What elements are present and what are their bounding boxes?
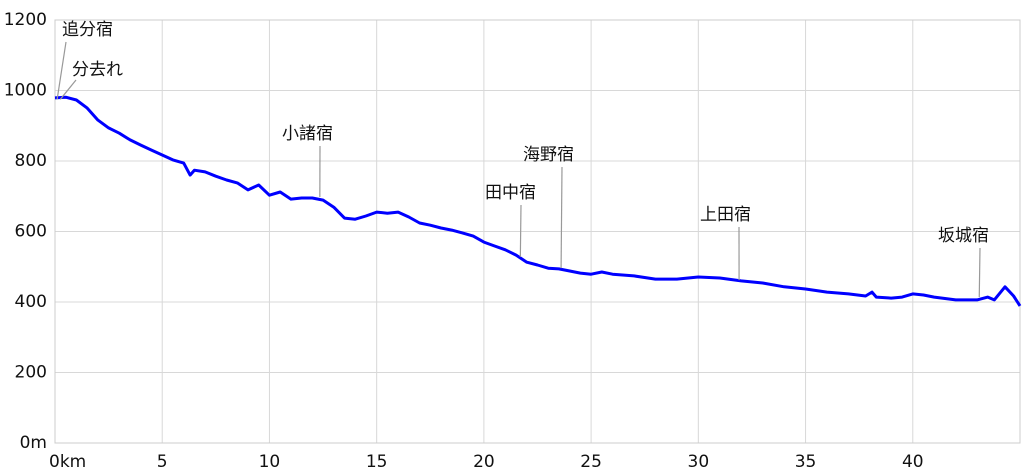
annotation-label: 坂城宿 [938, 226, 989, 246]
annotation-label: 分去れ [72, 60, 123, 80]
elevation-line [54, 95, 1022, 307]
annotation-leader [519, 204, 522, 257]
annotation-leader [59, 79, 77, 100]
y-tick-label: 1200 [4, 10, 47, 30]
annotation-label: 追分宿 [62, 20, 113, 40]
annotation-label: 海野宿 [523, 145, 574, 165]
annotation-label: 田中宿 [485, 183, 536, 203]
x-tick-label: 0km [49, 452, 86, 472]
x-tick-label: 35 [795, 452, 817, 472]
annotation-leader [56, 41, 67, 100]
y-tick-label: 1000 [4, 81, 47, 101]
x-tick-label: 10 [259, 452, 281, 472]
y-tick-label: 0m [20, 433, 47, 453]
x-tick-label: 15 [366, 452, 388, 472]
annotation-label: 上田宿 [700, 205, 751, 225]
y-tick-label: 800 [15, 151, 47, 171]
annotation-label: 小諸宿 [282, 124, 333, 144]
x-tick-label: 25 [580, 452, 602, 472]
x-tick-label: 20 [473, 452, 495, 472]
y-tick-label: 600 [15, 222, 47, 242]
plot-frame [54, 19, 1021, 444]
x-tick-label: 40 [902, 452, 924, 472]
y-tick-label: 400 [15, 292, 47, 312]
annotation-leader [560, 166, 563, 269]
x-tick-label: 5 [157, 452, 168, 472]
x-tick-label: 30 [688, 452, 710, 472]
y-tick-label: 200 [15, 363, 47, 383]
annotation-leader [978, 247, 981, 298]
